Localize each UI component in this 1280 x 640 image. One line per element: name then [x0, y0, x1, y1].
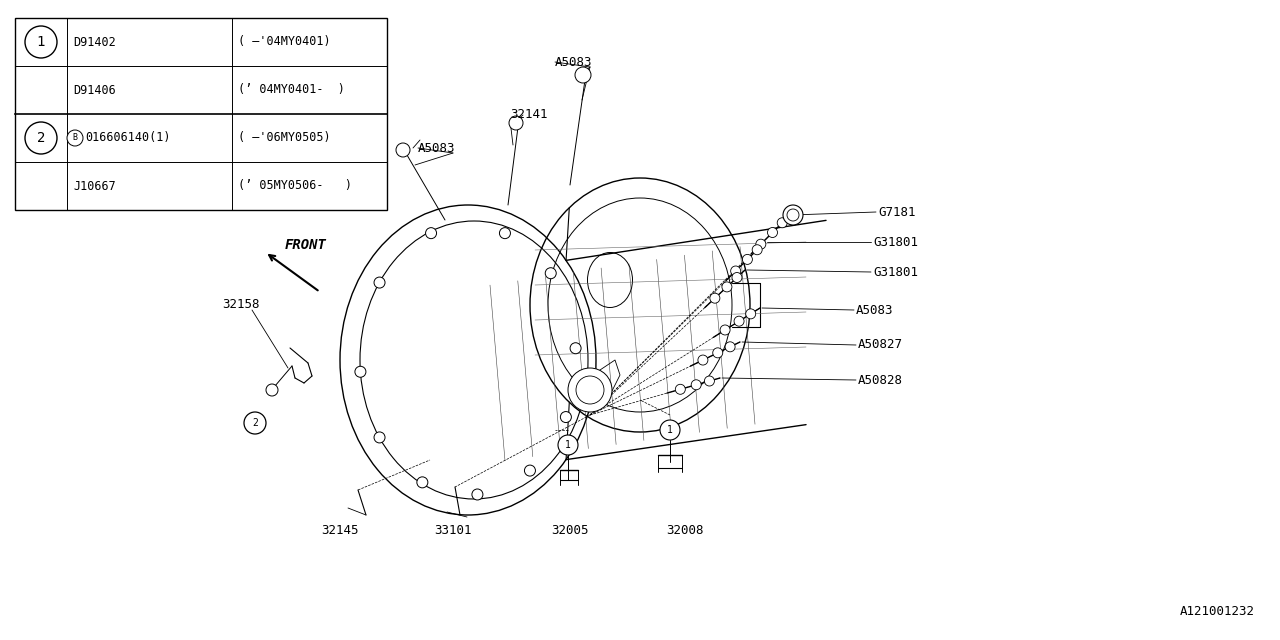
Circle shape — [417, 477, 428, 488]
Text: G31801: G31801 — [873, 236, 918, 248]
Circle shape — [67, 130, 83, 146]
Circle shape — [568, 368, 612, 412]
Circle shape — [374, 432, 385, 443]
Circle shape — [724, 342, 735, 352]
Text: A50828: A50828 — [858, 374, 902, 387]
Circle shape — [713, 348, 723, 358]
Text: 1: 1 — [37, 35, 45, 49]
Circle shape — [733, 316, 744, 326]
Circle shape — [26, 26, 58, 58]
Text: 32158: 32158 — [221, 298, 260, 312]
Text: 33101: 33101 — [434, 524, 472, 536]
Circle shape — [576, 376, 604, 404]
Circle shape — [783, 205, 803, 225]
Circle shape — [722, 282, 732, 292]
Text: 32145: 32145 — [321, 524, 358, 536]
Circle shape — [732, 273, 742, 282]
Circle shape — [676, 384, 685, 394]
Circle shape — [570, 343, 581, 354]
Circle shape — [704, 376, 714, 386]
Text: A5083: A5083 — [556, 56, 593, 68]
Circle shape — [266, 384, 278, 396]
Text: A5083: A5083 — [856, 303, 893, 317]
Text: 32141: 32141 — [509, 109, 548, 122]
Text: 2: 2 — [252, 418, 259, 428]
Circle shape — [768, 227, 777, 237]
Text: A121001232: A121001232 — [1180, 605, 1254, 618]
Text: A50827: A50827 — [858, 339, 902, 351]
Circle shape — [755, 239, 765, 249]
Circle shape — [425, 228, 436, 239]
Text: D91402: D91402 — [73, 35, 115, 49]
Text: 1: 1 — [564, 440, 571, 450]
Text: ( –'04MY0401): ( –'04MY0401) — [238, 35, 330, 49]
Text: (’ 04MY0401-  ): (’ 04MY0401- ) — [238, 83, 344, 97]
Circle shape — [710, 293, 719, 303]
Circle shape — [558, 435, 579, 455]
Text: D91406: D91406 — [73, 83, 115, 97]
Circle shape — [575, 67, 591, 83]
Circle shape — [499, 228, 511, 239]
Circle shape — [26, 122, 58, 154]
Text: 32008: 32008 — [667, 524, 704, 536]
Circle shape — [509, 116, 524, 130]
Circle shape — [777, 218, 787, 228]
Circle shape — [396, 143, 410, 157]
Circle shape — [561, 412, 571, 422]
Circle shape — [660, 420, 680, 440]
Text: A5083: A5083 — [419, 141, 456, 154]
Circle shape — [731, 266, 741, 276]
Circle shape — [545, 268, 557, 279]
Circle shape — [355, 366, 366, 377]
Bar — [15, 18, 387, 210]
Circle shape — [691, 380, 701, 390]
Circle shape — [742, 255, 753, 264]
Circle shape — [472, 489, 483, 500]
Text: 016606140(1): 016606140(1) — [84, 131, 170, 145]
Text: 2: 2 — [37, 131, 45, 145]
Text: 1: 1 — [667, 425, 673, 435]
Text: G7181: G7181 — [878, 205, 915, 218]
Circle shape — [721, 325, 730, 335]
Circle shape — [746, 309, 755, 319]
Circle shape — [698, 355, 708, 365]
Text: 32005: 32005 — [552, 524, 589, 536]
Text: J10667: J10667 — [73, 179, 115, 193]
Circle shape — [244, 412, 266, 434]
Text: ( –'06MY0505): ( –'06MY0505) — [238, 131, 330, 145]
Text: FRONT: FRONT — [285, 238, 326, 252]
Circle shape — [787, 209, 799, 221]
Circle shape — [374, 277, 385, 288]
Text: G31801: G31801 — [873, 266, 918, 278]
Text: (’ 05MY0506-   ): (’ 05MY0506- ) — [238, 179, 352, 193]
Circle shape — [525, 465, 535, 476]
Circle shape — [753, 244, 762, 255]
Text: B: B — [73, 134, 78, 143]
